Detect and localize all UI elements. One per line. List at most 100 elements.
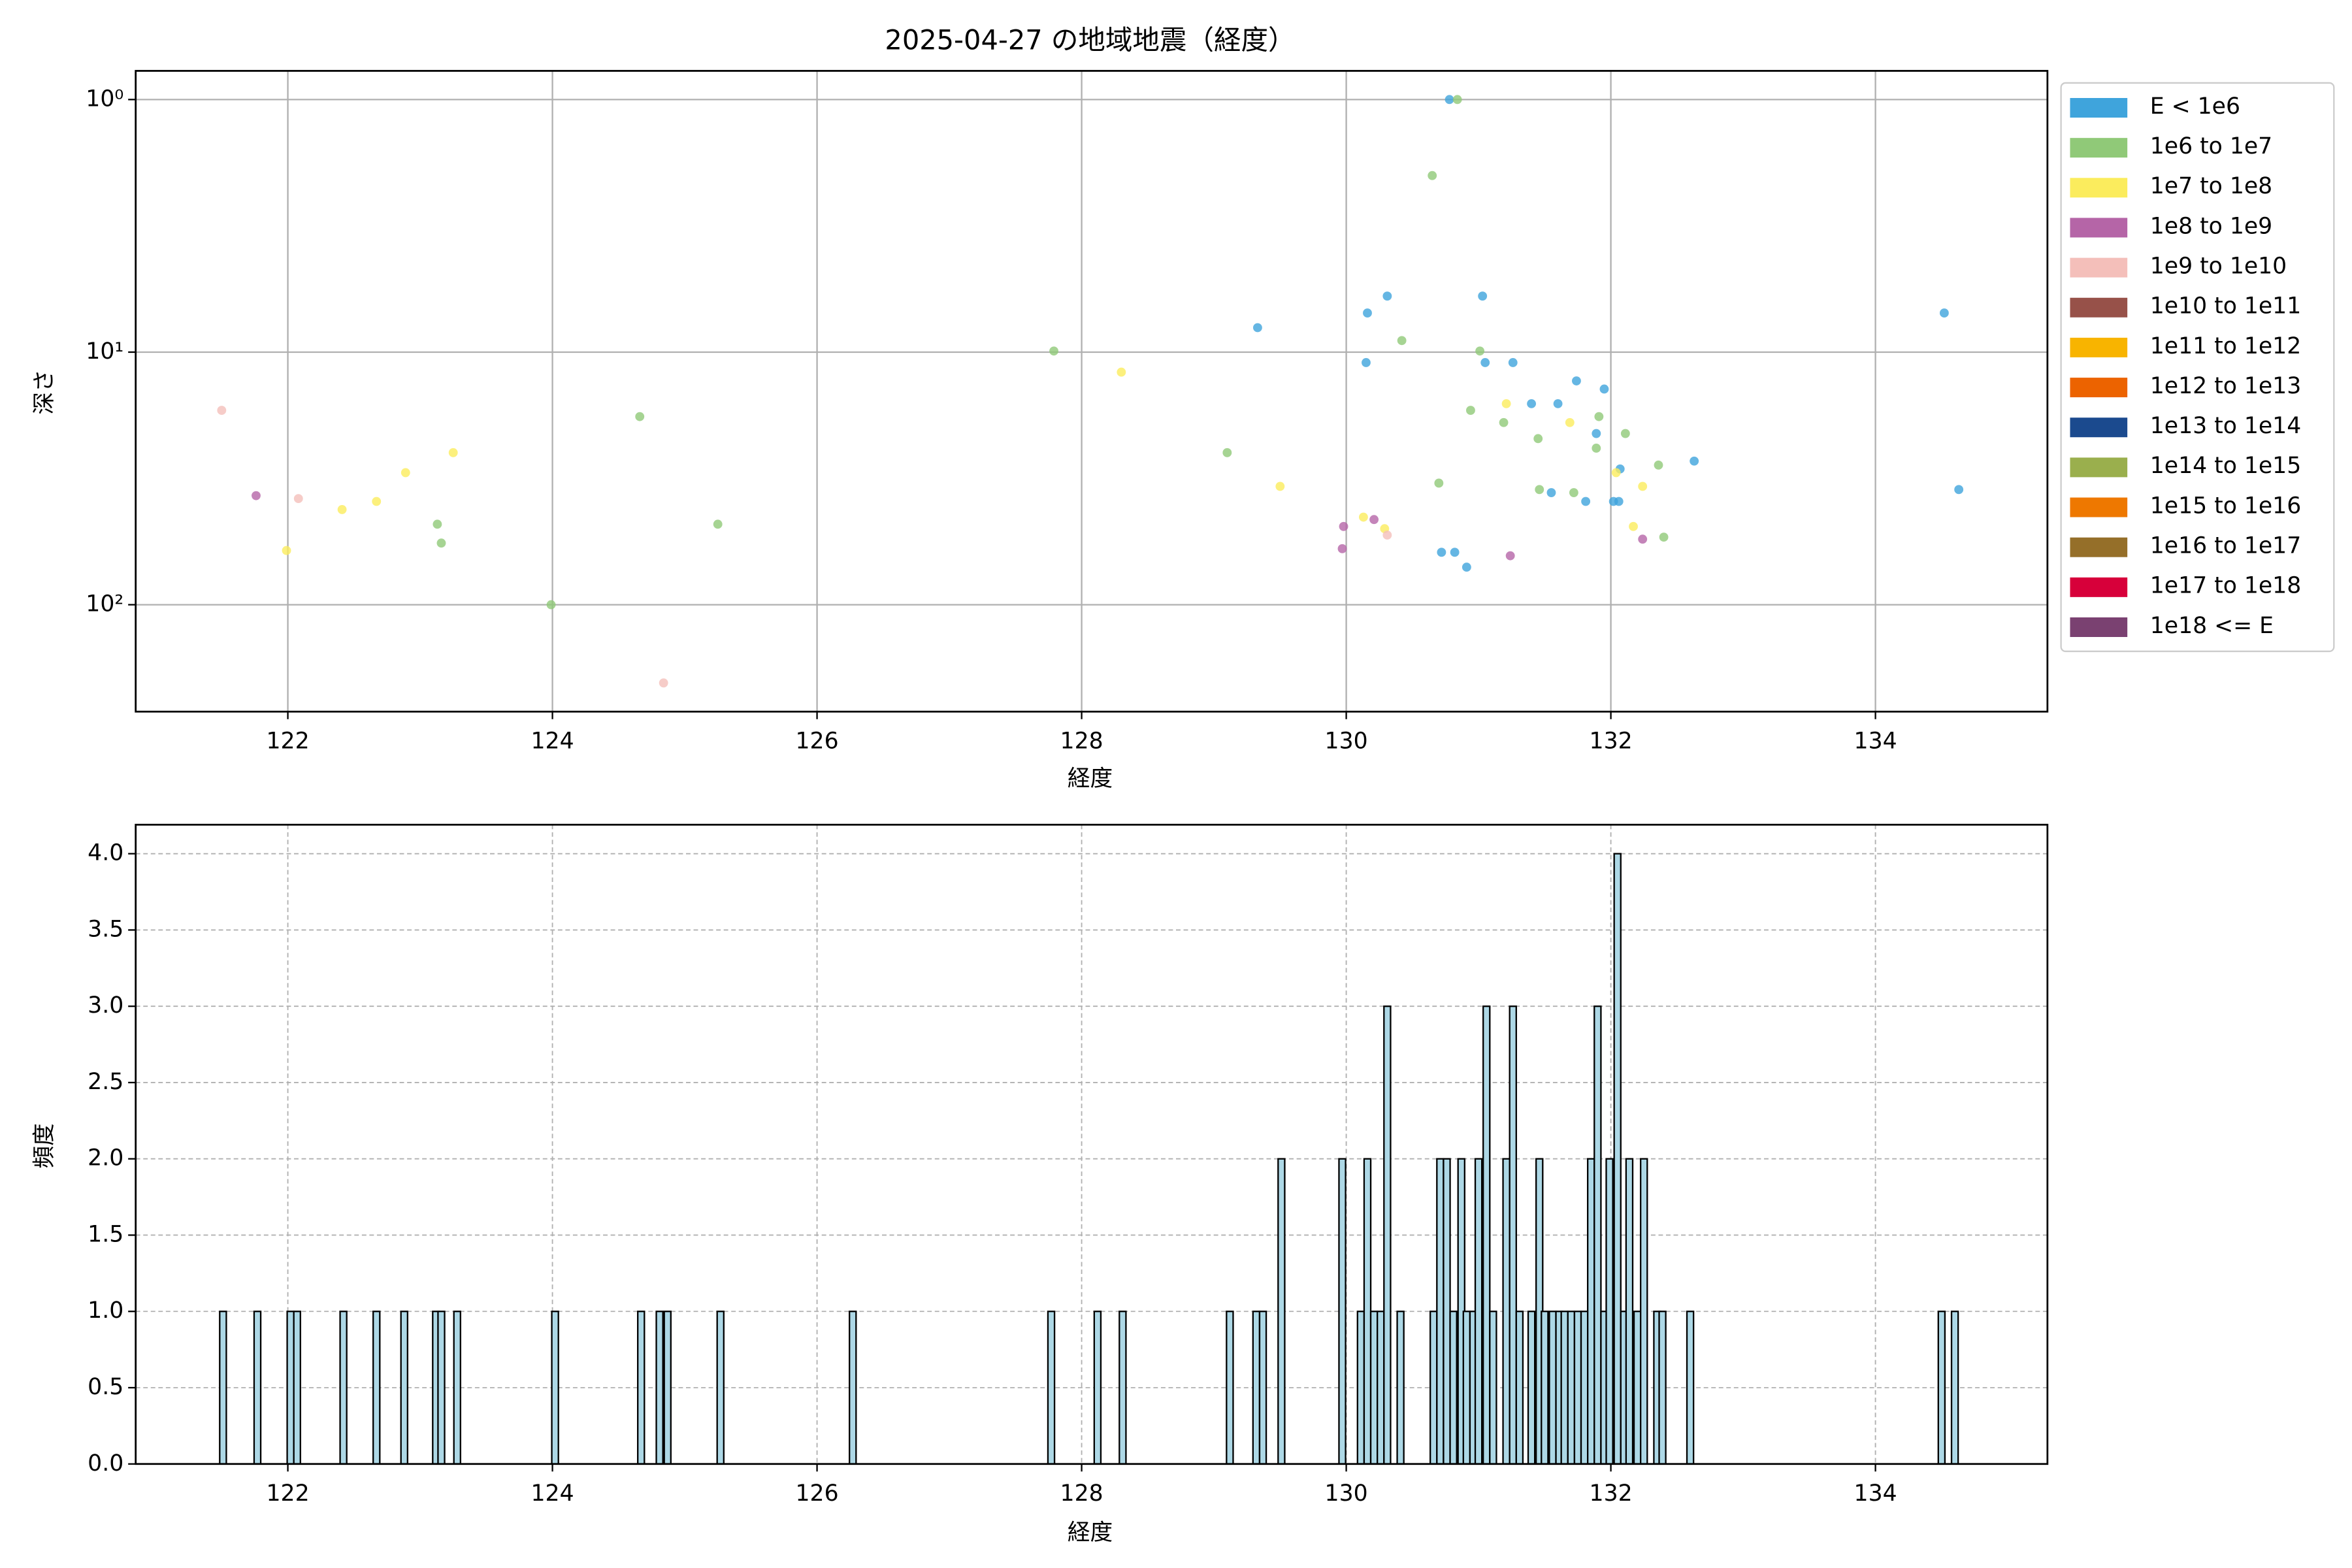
- x-tick-label: 132: [1590, 728, 1633, 754]
- point: [400, 468, 410, 478]
- legend-swatch: [2070, 577, 2128, 597]
- bar: [1462, 1311, 1471, 1465]
- bar: [551, 1311, 559, 1465]
- y-tick-label: 0.5: [88, 1374, 123, 1400]
- point: [1565, 417, 1575, 427]
- point: [1382, 531, 1392, 540]
- x-tick-label: 124: [531, 1480, 574, 1507]
- bar: [1509, 1005, 1517, 1465]
- point: [1337, 544, 1347, 553]
- legend-box: [2060, 82, 2335, 653]
- point: [1117, 367, 1126, 377]
- bar: [1396, 1311, 1405, 1465]
- x-tick-label: 122: [267, 728, 310, 754]
- bar: [1586, 1158, 1595, 1465]
- legend-label: 1e8 to 1e9: [2150, 213, 2272, 239]
- point: [1445, 95, 1454, 105]
- point: [1592, 444, 1601, 453]
- point: [1382, 291, 1392, 301]
- bar: [1633, 1311, 1642, 1465]
- legend-swatch: [2070, 457, 2128, 478]
- bar: [1560, 1311, 1569, 1465]
- point: [635, 412, 645, 421]
- point: [372, 497, 382, 506]
- bar: [293, 1311, 301, 1465]
- point: [1638, 534, 1648, 544]
- bar: [286, 1311, 295, 1465]
- bar: [1363, 1158, 1372, 1465]
- point: [448, 448, 458, 457]
- legend-label: E < 1e6: [2150, 93, 2240, 120]
- legend-swatch: [2070, 417, 2128, 438]
- point: [1369, 515, 1379, 525]
- point: [1572, 376, 1581, 385]
- bar: [1383, 1005, 1392, 1465]
- bar: [1502, 1158, 1511, 1465]
- axes-frame: [135, 823, 2049, 1465]
- legend-swatch: [2070, 98, 2128, 118]
- bar: [339, 1311, 348, 1465]
- bar: [637, 1311, 645, 1465]
- bar: [1605, 1158, 1614, 1465]
- point: [1452, 95, 1462, 105]
- legend-swatch: [2070, 138, 2128, 158]
- legend-label: 1e11 to 1e12: [2150, 333, 2301, 359]
- point: [1690, 456, 1699, 466]
- point: [1428, 171, 1437, 180]
- x-tick-label: 134: [1854, 1480, 1897, 1507]
- legend-label: 1e12 to 1e13: [2150, 373, 2301, 399]
- point: [1629, 521, 1638, 531]
- bar: [1580, 1311, 1589, 1465]
- point: [1939, 308, 1949, 318]
- point: [1499, 417, 1509, 427]
- point: [1533, 434, 1543, 444]
- y-tick-label: 1.0: [88, 1298, 123, 1324]
- bar: [1548, 1311, 1557, 1465]
- bar: [1950, 1311, 1959, 1465]
- bar: [400, 1311, 408, 1465]
- point: [1478, 291, 1488, 301]
- legend-label: 1e16 to 1e17: [2150, 533, 2301, 559]
- point: [1339, 521, 1348, 531]
- point: [546, 600, 556, 610]
- point: [713, 519, 723, 529]
- legend-label: 1e14 to 1e15: [2150, 453, 2301, 479]
- bar: [437, 1311, 446, 1465]
- legend-label: 1e18 <= E: [2150, 613, 2274, 639]
- bar: [1119, 1311, 1127, 1465]
- x-tick-label: 128: [1060, 728, 1103, 754]
- point: [1462, 563, 1471, 572]
- point: [1434, 478, 1444, 488]
- point: [1480, 358, 1490, 367]
- point: [293, 494, 303, 504]
- x-tick-label: 134: [1854, 728, 1897, 754]
- point: [1362, 358, 1371, 367]
- point: [1594, 412, 1604, 421]
- bar: [1567, 1311, 1576, 1465]
- point: [1614, 497, 1624, 506]
- bar: [1541, 1311, 1549, 1465]
- bar: [655, 1311, 664, 1465]
- point: [1450, 547, 1460, 557]
- legend-swatch: [2070, 617, 2128, 637]
- x-tick-label: 128: [1060, 1480, 1103, 1507]
- point: [1505, 551, 1515, 561]
- point: [433, 519, 442, 529]
- bar: [1369, 1311, 1379, 1465]
- point: [1501, 399, 1511, 408]
- bar: [1277, 1158, 1286, 1465]
- bar: [1482, 1005, 1491, 1465]
- point: [217, 406, 227, 415]
- y-tick-label: 4.0: [88, 840, 123, 866]
- point: [1466, 406, 1475, 415]
- point: [1222, 448, 1232, 457]
- point: [1275, 482, 1285, 491]
- point: [1569, 488, 1578, 497]
- point: [1397, 336, 1407, 346]
- bar: [1573, 1311, 1582, 1465]
- bar: [1658, 1311, 1667, 1465]
- bar: [1258, 1311, 1267, 1465]
- bar: [663, 1311, 672, 1465]
- bar: [1515, 1311, 1524, 1465]
- point: [1546, 488, 1556, 497]
